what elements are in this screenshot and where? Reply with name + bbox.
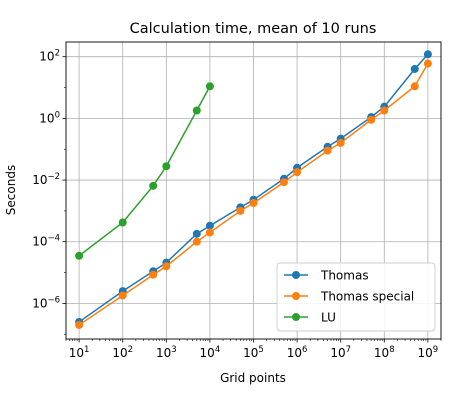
data-point	[324, 147, 332, 155]
data-point	[280, 178, 288, 186]
y-axis-label: Seconds	[4, 165, 18, 215]
data-point	[193, 238, 201, 246]
data-point	[411, 82, 419, 90]
data-point	[162, 262, 170, 270]
data-point	[75, 321, 83, 329]
data-point	[411, 65, 419, 73]
legend-label: LU	[321, 311, 336, 325]
legend-label: Thomas special	[320, 290, 414, 304]
data-point	[293, 168, 301, 176]
data-point	[206, 82, 214, 90]
data-point	[75, 252, 83, 260]
legend-label: Thomas	[320, 269, 369, 283]
x-axis-label: Grid points	[220, 371, 286, 385]
chart-title: Calculation time, mean of 10 runs	[130, 21, 377, 37]
data-point	[380, 107, 388, 115]
data-point	[193, 107, 201, 115]
data-point	[149, 182, 157, 190]
data-point	[119, 219, 127, 227]
data-point	[250, 199, 258, 207]
data-point	[193, 230, 201, 238]
legend-marker	[292, 271, 300, 279]
data-point	[149, 271, 157, 279]
data-point	[236, 207, 244, 215]
data-point	[424, 50, 432, 58]
legend-marker	[292, 292, 300, 300]
data-point	[367, 116, 375, 124]
data-point	[206, 228, 214, 236]
legend-marker	[292, 313, 300, 321]
data-point	[119, 292, 127, 300]
data-point	[337, 139, 345, 147]
legend: Thomas Thomas special LU	[277, 263, 435, 331]
data-point	[424, 60, 432, 68]
data-point	[162, 162, 170, 170]
